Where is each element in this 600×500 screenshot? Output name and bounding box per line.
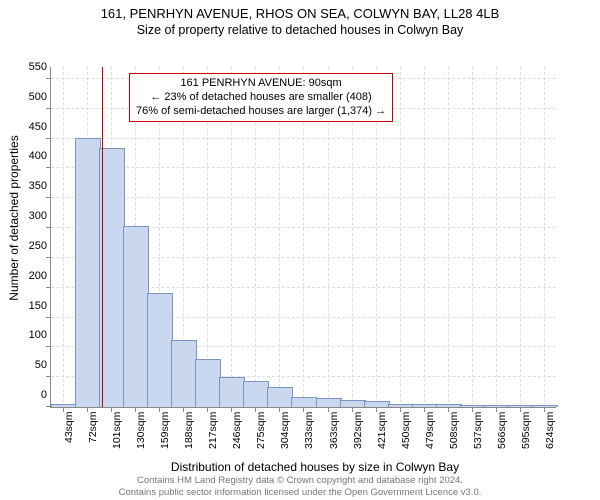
ytick-label: 50	[35, 359, 51, 371]
footer-line-2: Contains public sector information licen…	[0, 487, 600, 498]
xtick-label: 508sqm	[444, 412, 460, 449]
histogram-bar	[75, 138, 101, 407]
histogram-bar	[340, 400, 366, 407]
ytick-label: 250	[29, 240, 51, 252]
xtick-label: 566sqm	[492, 412, 508, 449]
chart-title: 161, PENRHYN AVENUE, RHOS ON SEA, COLWYN…	[0, 6, 600, 21]
annotation-box: 161 PENRHYN AVENUE: 90sqm← 23% of detach…	[129, 73, 393, 122]
gridline-v	[544, 67, 545, 407]
gridline-v	[496, 67, 497, 407]
annotation-line: 76% of semi-detached houses are larger (…	[136, 105, 386, 119]
xtick-label: 72sqm	[83, 411, 99, 443]
ytick-mark	[46, 346, 51, 347]
ytick-mark	[46, 108, 51, 109]
gridline-v	[520, 67, 521, 407]
histogram-bar	[219, 377, 245, 407]
gridline-v	[63, 67, 64, 407]
ytick-label: 500	[29, 91, 51, 103]
histogram-bar	[508, 405, 534, 407]
histogram-bar	[532, 405, 558, 407]
histogram-bar	[484, 405, 510, 407]
ytick-mark	[46, 138, 51, 139]
ytick-mark	[46, 227, 51, 228]
ytick-mark	[46, 287, 51, 288]
histogram-bar	[51, 404, 77, 407]
histogram-bar	[291, 397, 317, 407]
ytick-label: 150	[29, 300, 51, 312]
gridline-v	[400, 67, 401, 407]
gridline-v	[424, 67, 425, 407]
xtick-label: 101sqm	[107, 412, 123, 449]
xtick-label: 624sqm	[540, 412, 556, 449]
ytick-label: 350	[29, 180, 51, 192]
xtick-label: 333sqm	[299, 412, 315, 449]
ytick-label: 100	[29, 329, 51, 341]
histogram-bar	[412, 404, 438, 407]
xtick-label: 537sqm	[468, 412, 484, 449]
gridline-v	[448, 67, 449, 407]
ytick-mark	[46, 167, 51, 168]
y-axis-title: Number of detached properties	[7, 135, 21, 300]
ytick-label: 550	[29, 61, 51, 73]
ytick-label: 450	[29, 121, 51, 133]
xtick-label: 246sqm	[227, 412, 243, 449]
marker-line	[102, 67, 103, 407]
histogram-bar	[123, 226, 149, 407]
ytick-mark	[46, 376, 51, 377]
chart-container: Number of detached properties 0501001502…	[50, 48, 580, 428]
ytick-label: 300	[29, 210, 51, 222]
histogram-bar	[388, 404, 414, 407]
xtick-label: 421sqm	[372, 412, 388, 449]
ytick-mark	[46, 78, 51, 79]
footer-attribution: Contains HM Land Registry data © Crown c…	[0, 475, 600, 498]
histogram-bar	[243, 381, 269, 407]
xtick-label: 130sqm	[131, 412, 147, 449]
gridline-v	[472, 67, 473, 407]
annotation-line: 161 PENRHYN AVENUE: 90sqm	[136, 77, 386, 91]
xtick-label: 217sqm	[203, 412, 219, 449]
ytick-label: 400	[29, 150, 51, 162]
ytick-mark	[46, 317, 51, 318]
xtick-label: 392sqm	[348, 412, 364, 449]
plot-area: 05010015020025030035040045050055043sqm72…	[50, 67, 556, 408]
histogram-bar	[147, 293, 173, 407]
ytick-mark	[46, 197, 51, 198]
xtick-label: 275sqm	[251, 412, 267, 449]
xtick-label: 159sqm	[155, 412, 171, 449]
xtick-label: 363sqm	[324, 412, 340, 449]
ytick-mark	[46, 257, 51, 258]
xtick-label: 450sqm	[396, 412, 412, 449]
histogram-bar	[171, 340, 197, 407]
xtick-label: 595sqm	[516, 412, 532, 449]
histogram-bar	[364, 401, 390, 407]
histogram-bar	[99, 148, 125, 407]
histogram-bar	[460, 405, 486, 407]
chart-subtitle: Size of property relative to detached ho…	[0, 23, 600, 37]
xtick-label: 43sqm	[59, 411, 75, 443]
histogram-bar	[195, 359, 221, 407]
histogram-bar	[436, 404, 462, 407]
histogram-bar	[316, 398, 342, 407]
histogram-bar	[267, 387, 293, 407]
ytick-label: 0	[41, 389, 51, 401]
annotation-line: ← 23% of detached houses are smaller (40…	[136, 91, 386, 105]
footer-line-1: Contains HM Land Registry data © Crown c…	[0, 475, 600, 486]
ytick-label: 200	[29, 270, 51, 282]
x-axis-title: Distribution of detached houses by size …	[50, 460, 580, 474]
xtick-label: 479sqm	[420, 412, 436, 449]
xtick-label: 304sqm	[275, 412, 291, 449]
xtick-label: 188sqm	[179, 412, 195, 449]
